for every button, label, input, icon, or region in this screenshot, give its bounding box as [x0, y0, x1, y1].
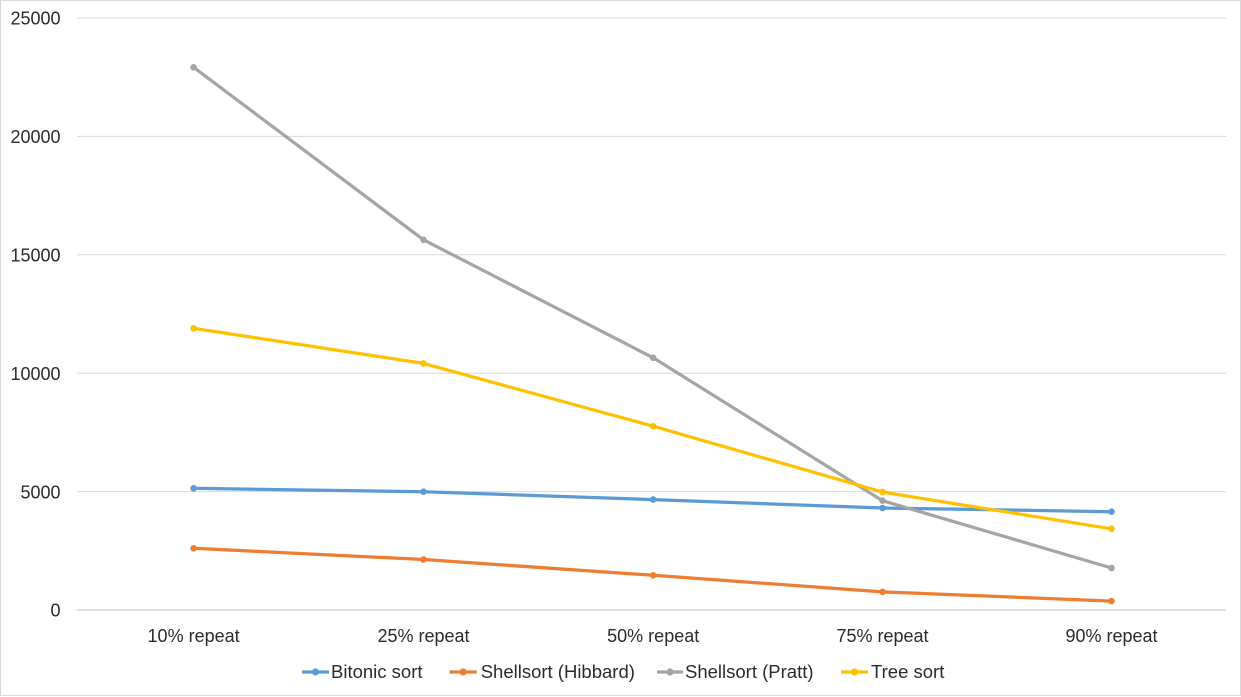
svg-text:Shellsort (Hibbard): Shellsort (Hibbard)	[481, 661, 635, 682]
svg-text:25000: 25000	[10, 9, 60, 29]
svg-text:50% repeat: 50% repeat	[607, 626, 699, 646]
svg-text:90% repeat: 90% repeat	[1065, 626, 1157, 646]
svg-text:Shellsort (Pratt): Shellsort (Pratt)	[685, 661, 814, 682]
svg-text:10000: 10000	[10, 364, 60, 384]
svg-text:75% repeat: 75% repeat	[836, 626, 928, 646]
svg-text:10% repeat: 10% repeat	[148, 626, 240, 646]
svg-text:25% repeat: 25% repeat	[377, 626, 469, 646]
svg-text:0: 0	[50, 601, 60, 621]
svg-text:Bitonic sort: Bitonic sort	[331, 661, 423, 682]
svg-text:5000: 5000	[20, 482, 60, 502]
svg-text:Tree sort: Tree sort	[871, 661, 944, 682]
svg-text:20000: 20000	[10, 127, 60, 147]
svg-text:15000: 15000	[10, 246, 60, 266]
